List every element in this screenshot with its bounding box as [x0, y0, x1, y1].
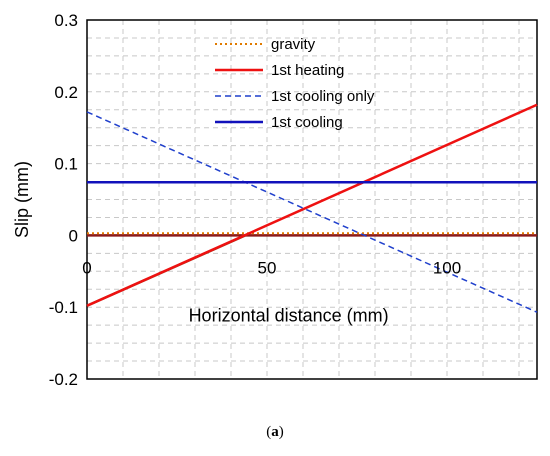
y-tick-label: -0.2 [49, 370, 78, 389]
series-layer [86, 103, 538, 313]
y-tick-label: 0.1 [54, 155, 78, 174]
series-line-2 [86, 103, 538, 307]
y-tick-label: 0.3 [54, 11, 78, 30]
x-tick-label: 50 [258, 258, 277, 277]
plot-frame [86, 19, 538, 380]
series-line-3 [86, 111, 538, 313]
plot-border [86, 19, 538, 380]
y-tick-label: 0.2 [54, 83, 78, 102]
legend-label: gravity [271, 36, 316, 53]
slip-chart: 0 50 100 -0.2 -0.1 0 0.1 0.2 0.3 Horizontal dist… [12, 11, 538, 389]
figure-caption: (a) [0, 424, 550, 441]
legend-label: 1st heating [271, 62, 344, 79]
y-axis-title: Slip (mm) [12, 161, 32, 238]
x-tick-label: 0 [82, 258, 91, 277]
y-tick-label: 0 [69, 226, 78, 245]
caption-open: ( [266, 424, 272, 440]
caption-close: ) [278, 424, 284, 440]
caption-letter: a [271, 424, 279, 440]
legend-label: 1st cooling [271, 114, 343, 131]
x-tick-label: 100 [433, 258, 461, 277]
legend-label: 1st cooling only [271, 88, 375, 105]
x-axis-title: Horizontal distance (mm) [189, 306, 389, 326]
legend: gravity 1st heating 1st cooling only 1st co… [215, 36, 375, 131]
tick-labels: 0 50 100 -0.2 -0.1 0 0.1 0.2 0.3 [49, 11, 461, 389]
y-tick-label: -0.1 [49, 298, 78, 317]
